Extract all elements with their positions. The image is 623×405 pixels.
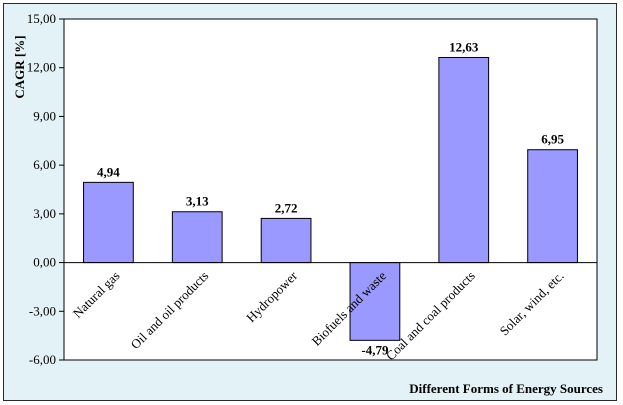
y-axis-title: CAGR [%]: [12, 35, 27, 98]
data-label: 12,63: [449, 39, 479, 54]
bar: [527, 149, 578, 264]
data-label: 3,13: [186, 194, 209, 209]
bar: [260, 217, 312, 264]
bar: [171, 211, 223, 264]
data-label: 4,94: [97, 164, 120, 179]
plot-area: [63, 18, 598, 361]
bar: [438, 56, 490, 264]
y-tick-label: 6,00: [33, 157, 56, 172]
y-tick-label: -6,00: [29, 352, 56, 367]
y-tick-label: 12,00: [27, 60, 56, 75]
bars: [83, 56, 578, 341]
y-tick-label: 3,00: [33, 206, 56, 221]
data-label: 6,95: [541, 132, 564, 147]
y-tick-label: 15,00: [27, 11, 56, 26]
y-tick-label: 9,00: [33, 108, 56, 123]
y-tick-label: 0,00: [33, 255, 56, 270]
data-label: 2,72: [275, 200, 298, 215]
bar: [83, 181, 134, 264]
bar: [349, 262, 401, 341]
y-tick-label: -3,00: [29, 303, 56, 318]
data-label: -4,79: [361, 342, 389, 357]
y-axis: -6,00 -3,00 0,00 3,00 6,00 9,00 12,00 15,00: [27, 11, 65, 367]
data-labels: 4,94 3,13 2,72 -4,79 12,63 6,95: [97, 39, 564, 357]
x-axis-title: Different Forms of Energy Sources: [409, 381, 603, 396]
